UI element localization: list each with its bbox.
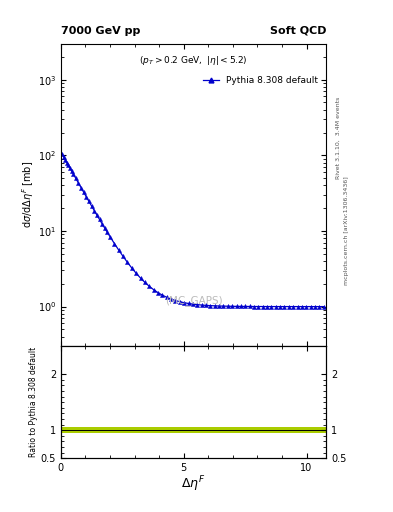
Text: Rivet 3.1.10,  3.4M events: Rivet 3.1.10, 3.4M events (336, 97, 341, 179)
Text: (MC_GAPS): (MC_GAPS) (165, 295, 222, 306)
X-axis label: $\Delta\eta^{F}$: $\Delta\eta^{F}$ (182, 475, 206, 494)
Legend: Pythia 8.308 default: Pythia 8.308 default (199, 72, 322, 89)
Text: Soft QCD: Soft QCD (270, 26, 326, 36)
Text: mcplots.cern.ch [arXiv:1306.3436]: mcplots.cern.ch [arXiv:1306.3436] (344, 176, 349, 285)
Y-axis label: $\mathrm{d}\sigma/\mathrm{d}\Delta\eta^{F}\ \mathrm{[mb]}$: $\mathrm{d}\sigma/\mathrm{d}\Delta\eta^{… (20, 161, 36, 228)
Y-axis label: Ratio to Pythia 8.308 default: Ratio to Pythia 8.308 default (29, 347, 38, 457)
Text: 7000 GeV pp: 7000 GeV pp (61, 26, 140, 36)
Text: $(p_T > 0.2\ \mathrm{GeV},\ |\eta| < 5.2)$: $(p_T > 0.2\ \mathrm{GeV},\ |\eta| < 5.2… (139, 54, 248, 67)
